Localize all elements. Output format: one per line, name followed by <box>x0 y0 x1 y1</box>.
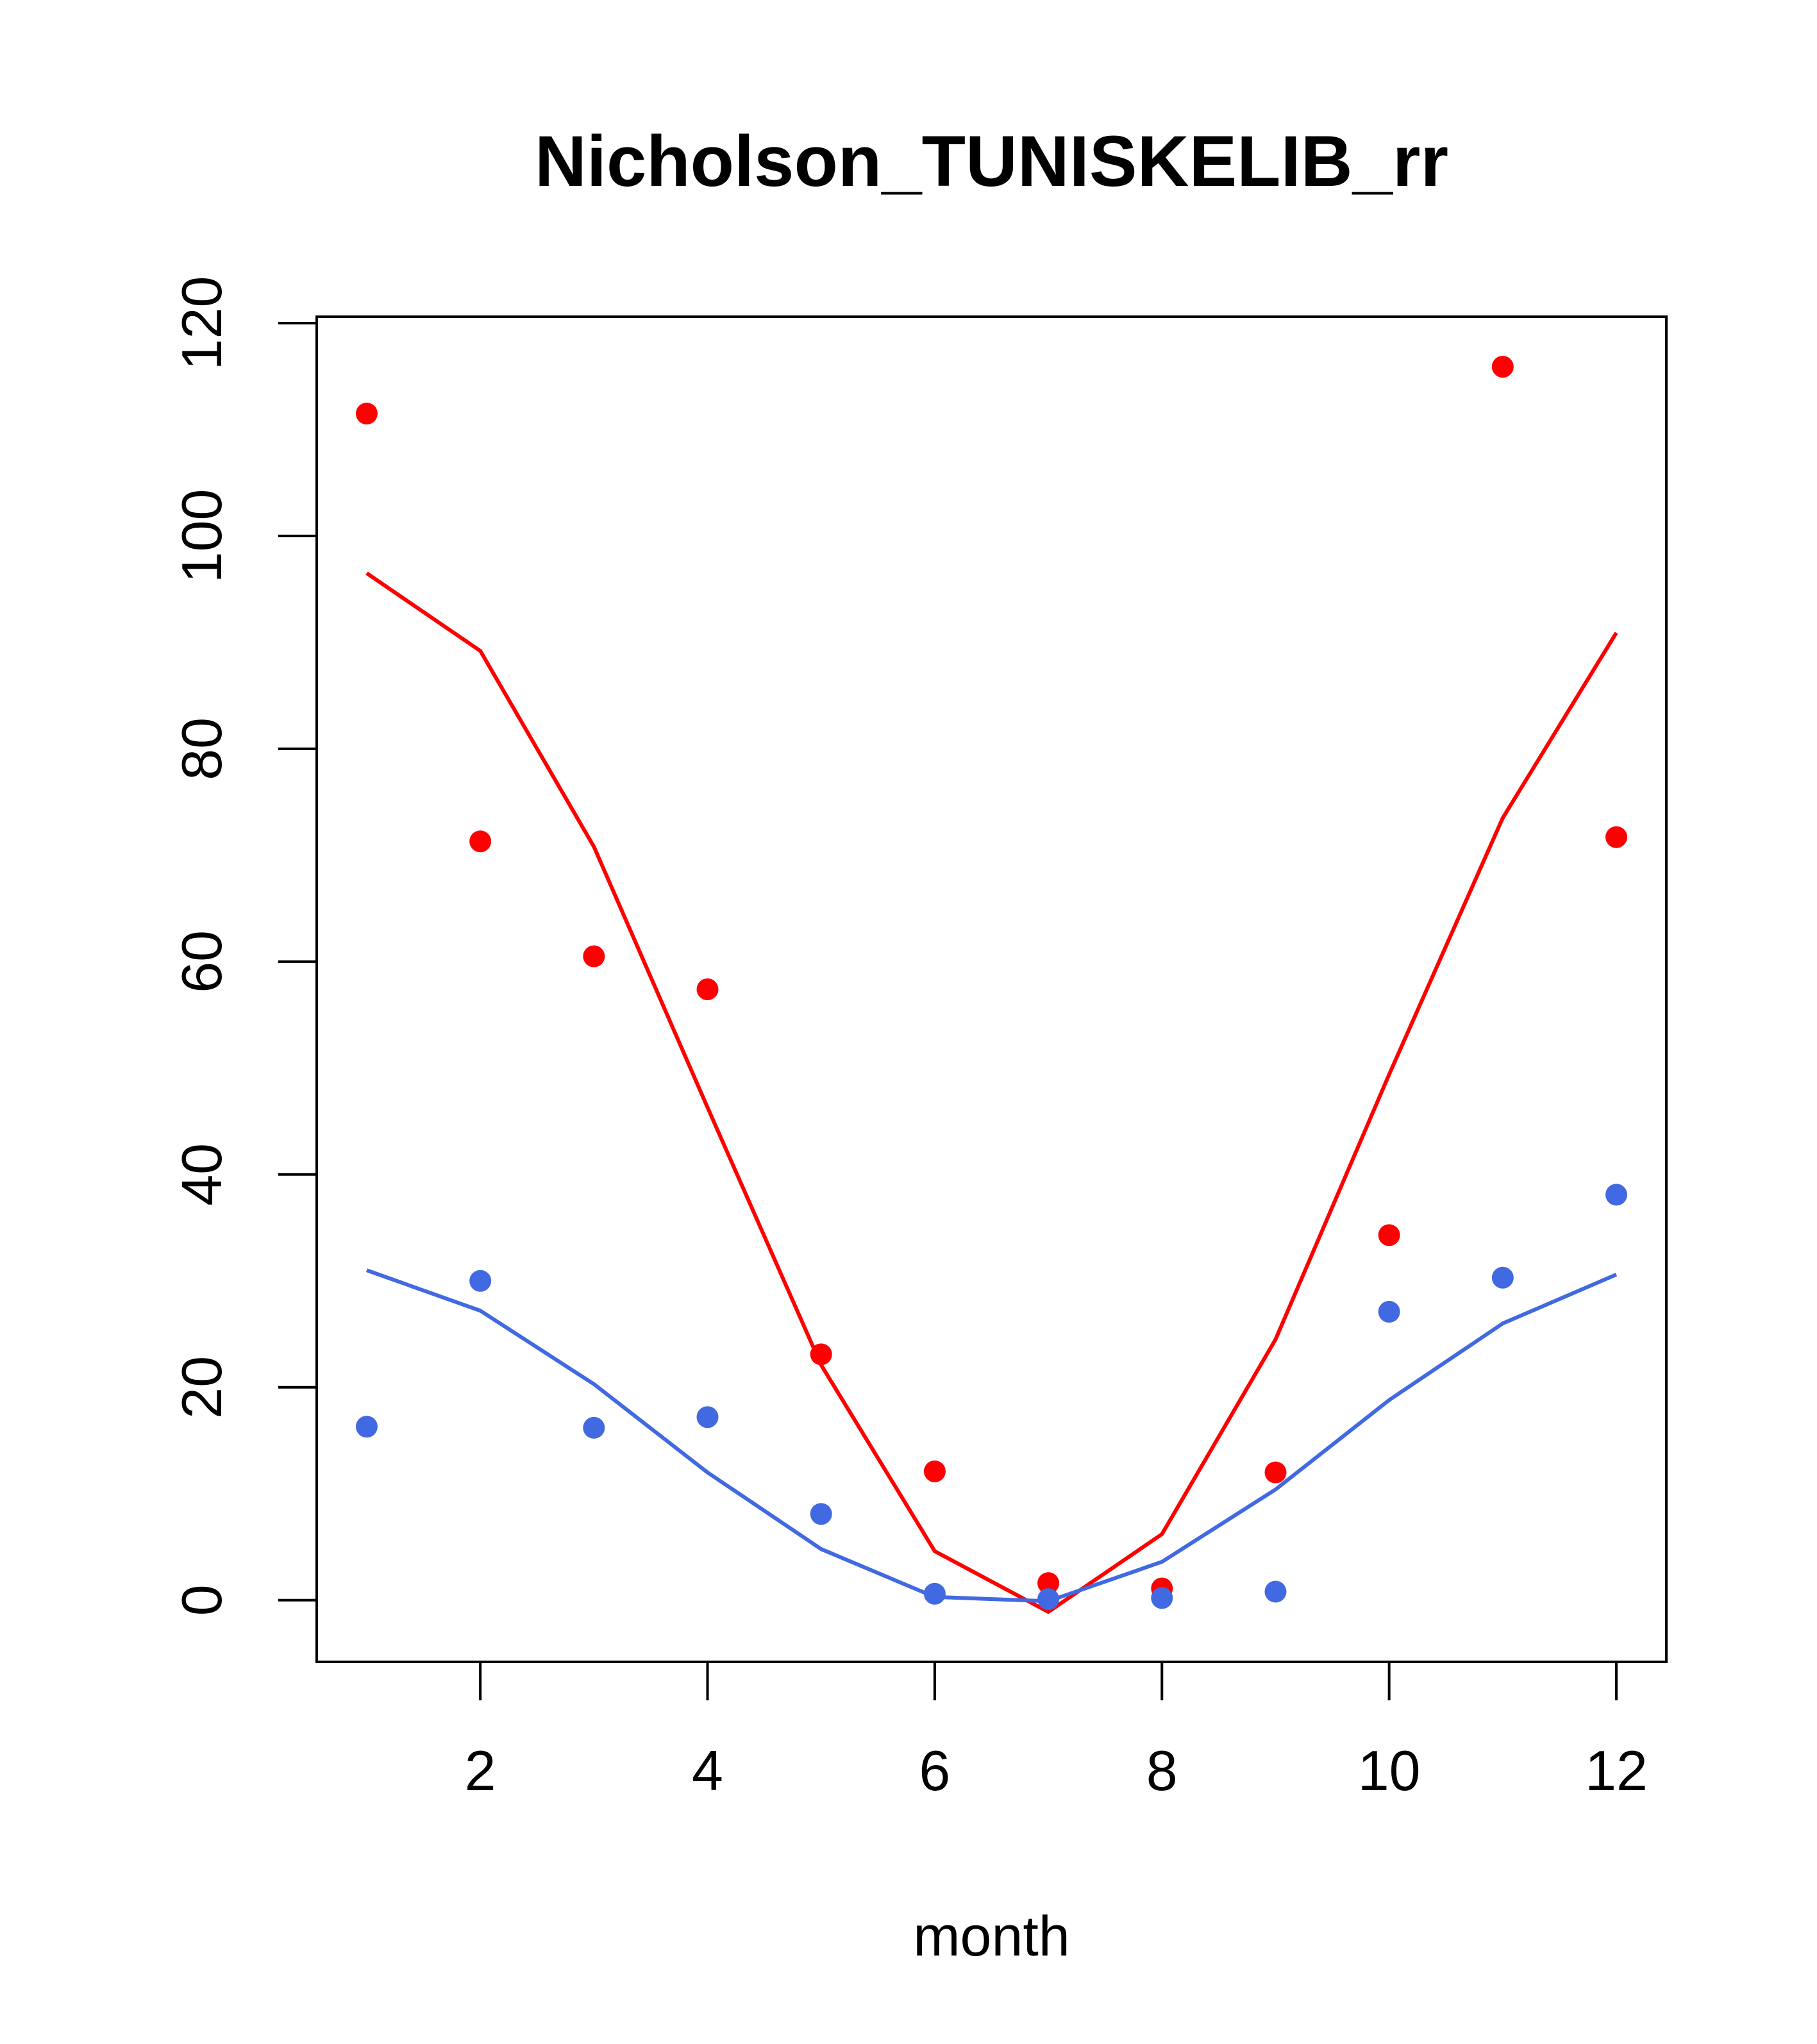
data-point <box>923 1460 946 1482</box>
data-point <box>355 403 378 425</box>
data-point <box>469 1269 492 1292</box>
data-point <box>1037 1588 1060 1611</box>
data-point <box>469 830 492 853</box>
data-point <box>696 1406 719 1428</box>
y-tick-label: 120 <box>170 276 233 371</box>
y-tick-label: 20 <box>170 1356 233 1419</box>
series-line-3 <box>365 1268 1618 1604</box>
data-point <box>1378 1224 1400 1246</box>
y-axis: 0 20 40 60 80 100 120 <box>170 276 318 1616</box>
data-point <box>1605 1184 1628 1206</box>
x-tick-label: 2 <box>465 1739 496 1802</box>
data-point <box>923 1582 946 1605</box>
y-tick-label: 60 <box>170 930 233 993</box>
x-axis-label: month <box>913 1904 1070 1968</box>
data-point <box>1378 1300 1400 1323</box>
y-tick-label: 80 <box>170 717 233 780</box>
series-layer <box>355 356 1628 1614</box>
series-line-1 <box>365 571 1618 1614</box>
data-point <box>583 945 605 968</box>
chart-title: Nicholson_TUNISKELIB_rr <box>535 121 1448 201</box>
x-tick-label: 4 <box>692 1739 723 1802</box>
data-point <box>355 1416 378 1438</box>
plot-frame <box>315 315 1668 1663</box>
y-tick-label: 100 <box>170 489 233 583</box>
data-point <box>1037 1572 1060 1595</box>
data-point <box>583 1416 605 1439</box>
data-point <box>1151 1587 1173 1609</box>
data-point <box>810 1503 832 1525</box>
data-point <box>1264 1580 1287 1603</box>
data-point <box>1264 1461 1287 1484</box>
y-tick-label: 0 <box>170 1584 233 1616</box>
x-tick-label: 10 <box>1358 1739 1421 1802</box>
data-point <box>1491 356 1514 378</box>
data-point <box>696 978 719 1000</box>
x-axis: 2 4 6 8 10 12 <box>465 1661 1648 1802</box>
x-tick-label: 12 <box>1585 1739 1648 1802</box>
data-point <box>1491 1266 1514 1289</box>
y-tick-label: 40 <box>170 1143 233 1206</box>
x-tick-label: 6 <box>919 1739 950 1802</box>
data-point <box>1605 826 1628 848</box>
x-tick-label: 8 <box>1146 1739 1178 1802</box>
